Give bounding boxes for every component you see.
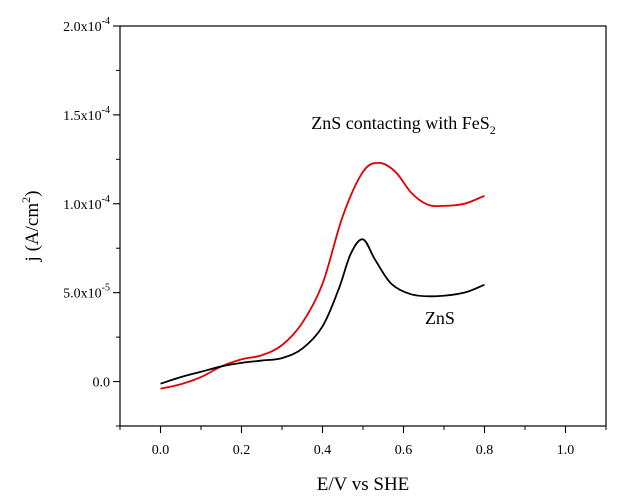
y-tick-exponent: -4 xyxy=(102,194,110,205)
y-axis-label-superscript: 2 xyxy=(19,197,33,203)
x-tick-label: 0.8 xyxy=(476,443,494,458)
y-tick-exponent: -4 xyxy=(102,16,110,27)
annotation-zns-fes2: ZnS contacting with FeS2 xyxy=(311,113,496,137)
annotation-subscript: 2 xyxy=(490,123,496,137)
series-line-black xyxy=(160,238,485,385)
x-tick-label: 0.2 xyxy=(233,443,251,458)
y-axis-label-close: ) xyxy=(22,191,43,197)
x-tick-label: 0.6 xyxy=(395,443,413,458)
y-tick-label: 1.5x10-4 xyxy=(63,105,110,124)
x-axis-label: E/V vs SHE xyxy=(317,474,410,495)
y-tick-label: 2.0x10-4 xyxy=(63,16,110,35)
series-line-red xyxy=(160,161,485,390)
y-axis-label: j (A/cm2) xyxy=(19,191,43,263)
x-tick-label: 0.4 xyxy=(314,443,332,458)
y-tick-label: 0.0 xyxy=(93,376,111,391)
x-tick-label: 1.0 xyxy=(557,443,575,458)
annotation-text: ZnS xyxy=(425,308,455,328)
annotation-text: ZnS contacting with FeS xyxy=(311,113,490,133)
ticks: 0.0 0.2 0.4 0.6 0.8 1.0 0.0 5.0x10-5 1.0x10-4 1.5… xyxy=(63,16,607,458)
y-tick-label: 5.0x10-5 xyxy=(63,283,110,302)
plot-frame xyxy=(119,25,607,427)
y-axis-label-text: j (A/cm xyxy=(22,203,43,263)
y-tick-label: 1.0x10-4 xyxy=(63,194,110,213)
axes xyxy=(119,25,607,427)
y-tick-exponent: -4 xyxy=(102,105,110,116)
y-tick-exponent: -5 xyxy=(102,283,110,294)
series-layer xyxy=(160,161,485,390)
annotation-zns: ZnS xyxy=(425,308,455,328)
x-tick-label: 0.0 xyxy=(152,443,170,458)
